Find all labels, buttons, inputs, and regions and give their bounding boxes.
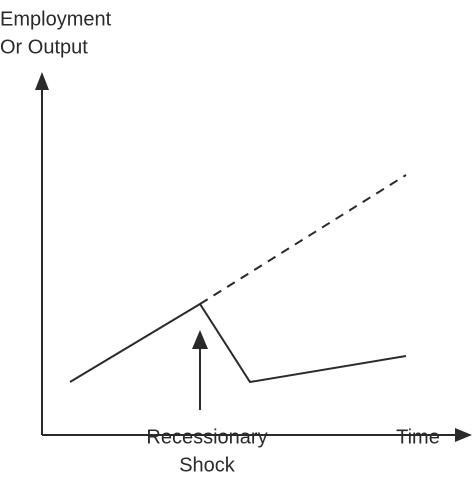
trend-path — [199, 174, 407, 305]
annotation-label: Recessionary — [146, 426, 267, 448]
annotation-label: Shock — [179, 454, 236, 476]
y-axis-label: Or Output — [0, 36, 88, 58]
actual-path — [69, 302, 407, 384]
x-axis-arrow — [455, 428, 472, 442]
y-axis-label: Employment — [0, 8, 112, 30]
shock-arrow-head — [192, 330, 208, 349]
x-axis-label: Time — [396, 426, 440, 448]
y-axis-arrow — [35, 72, 49, 90]
